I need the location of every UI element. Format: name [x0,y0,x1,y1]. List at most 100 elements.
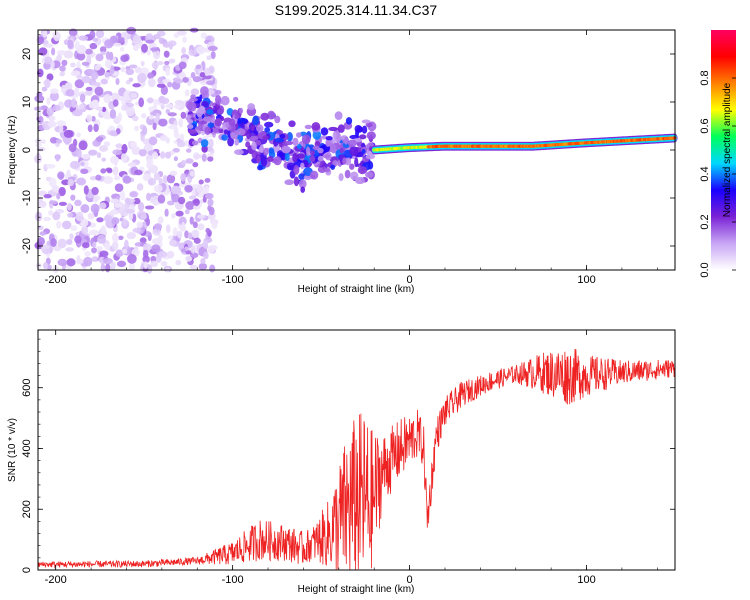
spectrogram-cell [150,47,160,52]
spectrogram-cell [81,75,92,84]
spectrogram-cell [138,97,145,108]
spectrogram-cell [91,81,102,87]
spectrogram-cell [110,261,116,271]
spectrogram-cell [175,210,184,217]
spectrogram-cell [200,32,208,39]
spectrogram-cell [90,175,97,181]
spectrogram-cell [43,194,52,199]
spectrogram-cell [165,108,171,114]
spectrogram-cell [65,89,75,97]
snr-y-label: SNR (10 * v/v) [7,418,18,482]
spectrogram-cell [196,185,204,193]
spectrogram-cell [187,119,194,124]
spectrogram-cell [180,160,187,166]
spectrogram-cell [169,170,178,176]
spectrogram-cell [143,261,148,269]
spectrogram-cell [256,124,264,133]
spectrogram-cell [258,146,264,153]
spectrogram-cell [221,134,228,141]
spectrogram-cell [58,186,66,197]
spectrogram-cell [215,94,222,105]
spectrogram-cell [84,48,93,55]
spectrogram-cell [168,239,177,247]
spectrogram-cell [43,216,52,222]
spectrogram-cell [236,117,247,125]
spectrogram-cell [167,200,175,206]
spectrogram-cell [165,103,174,109]
spectrogram-cell [88,149,98,156]
spectrogram-cell [176,230,183,239]
spectrogram-cell [309,170,319,180]
spectrogram-cell [96,152,102,159]
spectrogram-cell [284,179,294,186]
spectrogram-cell [330,164,336,170]
spectrogram-cell [66,258,76,267]
spectrogram-cell [256,155,261,164]
spectrogram-cell [192,161,199,168]
spectrogram-cell [151,244,161,253]
spectrogram-cell [349,134,360,140]
spectrogram-cell [173,132,180,139]
spectrogram-cell [104,242,111,251]
spectrogram-cell [267,156,274,162]
spectrogram-cell [152,33,161,40]
spectrogram-cell [132,83,141,88]
spectrogram-cell [38,196,43,204]
spectrogram-cell [140,60,145,67]
spectrogram-cell [83,185,89,195]
spectrogram-cell [208,138,214,149]
spectrogram-cell [55,138,63,144]
spectrogram-cell [63,39,69,45]
spectrogram-cell [155,113,161,119]
spectrogram-cell [152,200,159,206]
spectrogram-cell [80,204,90,213]
spectrogram-cell [142,255,150,263]
spectrogram-cell [198,262,208,271]
spectrogram-cell [165,224,171,234]
spectrogram-cell [317,165,327,174]
spectrogram-cell [92,241,97,248]
spectrogram-cell [305,146,311,157]
spectrogram-cell [147,178,157,186]
spectrogram-cell [45,163,56,169]
spectrogram-cell [161,97,170,105]
spectrogram-y-label: Frequency (Hz) [7,116,18,185]
spectrogram-cell [358,134,367,140]
spectrogram-cell [189,264,198,270]
snr-x-tick-label: 0 [407,574,413,586]
colorbar-ticks: 0.0 0.2 0.4 0.6 0.8 [699,70,736,278]
spectrogram-x-tick-label: 100 [577,274,595,286]
spectrogram-cell [74,40,80,51]
spectrogram-cell [111,209,118,215]
spectrogram-cell [78,140,88,151]
spectrogram-cell [125,106,136,117]
spectrogram-cell [76,255,81,265]
spectrogram-cell [80,218,89,228]
colorbar-tick-label: 0.0 [699,262,711,277]
spectrogram-cell [38,47,48,56]
spectrogram-cell [104,59,113,69]
spectrogram-cell [339,147,344,154]
spectrogram-cell [148,115,154,120]
spectrogram-cell [175,79,184,84]
spectrogram-cell [124,239,129,250]
colorbar-tick-label: 0.2 [699,214,711,229]
spectrogram-cell [186,101,197,112]
spectrogram-x-tick-label: 0 [407,274,413,286]
spectrogram-cell [142,243,152,251]
spectrogram-cell [158,118,168,127]
spectrogram-cell [42,28,48,38]
spectrogram-cell [274,137,285,143]
spectrogram-cell [80,161,85,167]
spectrogram-cell [166,250,175,259]
spectrogram-cell [95,106,103,111]
spectrogram-cell [121,143,128,154]
spectrogram-cell [127,162,137,168]
spectrogram-cell [190,72,196,79]
spectrogram-cell [37,115,44,125]
spectrogram-cell [124,197,131,204]
spectrogram-cell [332,160,339,167]
spectrogram-cell [104,71,111,78]
spectrogram-cell [138,148,147,157]
spectrogram-cell [322,154,331,159]
